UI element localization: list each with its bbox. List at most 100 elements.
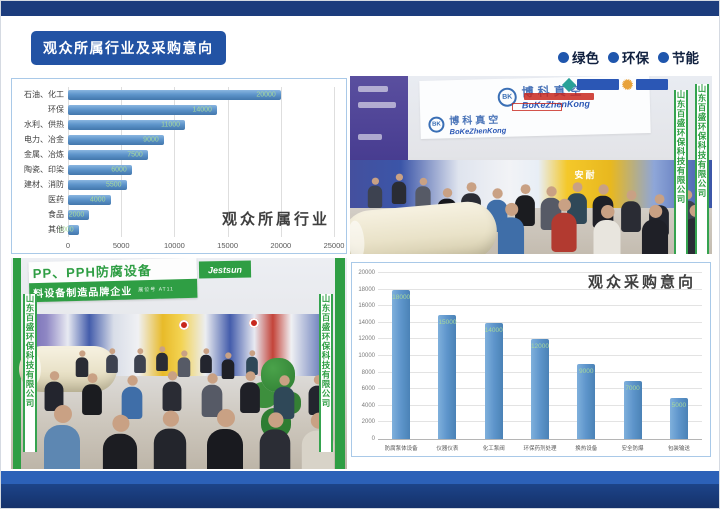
bullet-dot-icon: [658, 51, 669, 63]
category-label: 安全防爆: [621, 446, 644, 452]
data-label: 5000: [671, 401, 687, 409]
page-title: 观众所属行业及采购意向: [31, 31, 226, 65]
category-label: 化工泵阀: [482, 446, 505, 452]
brand-badge: [636, 79, 668, 90]
red-sign-outline: [512, 103, 562, 111]
data-label: 4000: [89, 196, 106, 203]
person-silhouette: [641, 204, 669, 254]
bar: 2000: [68, 209, 90, 220]
chart-title: 观众所属行业: [221, 211, 330, 228]
person-silhouette: [259, 412, 291, 469]
person-silhouette: [106, 348, 118, 373]
person-silhouette: [82, 373, 102, 415]
person-silhouette: [367, 177, 383, 208]
person-silhouette: [240, 371, 260, 413]
bar-row: 水利、供热 11000: [12, 119, 334, 130]
company-pillar: 山东百盛环保科技有限公司: [674, 90, 688, 254]
chart-gridlines: [68, 87, 335, 237]
axis-tick-label: 18000: [358, 286, 375, 293]
person-silhouette: [134, 348, 146, 373]
photo-exhibition-bottom-left: PP、PPH防腐设备 料设备制造品牌企业 展位号 AT11 Jestsun 山东…: [11, 258, 347, 469]
tagline-label: 环保: [622, 51, 649, 66]
person-silhouette: [102, 414, 138, 469]
company-pillar: 山东百盛环保科技有限公司: [319, 294, 333, 452]
chart-panel-industries: 石油、化工 20000 环保 14000 水利、供热 11000 电力、冶金 9…: [11, 78, 347, 254]
axis-tick-label: 0: [371, 436, 375, 442]
green-pillar: [335, 258, 345, 469]
tagline-item: 环保: [608, 47, 649, 67]
crowd-layer: [11, 258, 347, 469]
data-label: 1000: [58, 226, 74, 233]
person-silhouette: [415, 177, 431, 210]
person-silhouette: [391, 173, 407, 204]
chart-title: 观众采购意向: [587, 274, 696, 291]
category-label: 建材、消防: [24, 180, 64, 189]
person-silhouette: [201, 373, 223, 417]
axis-tick-label: 10000: [358, 353, 375, 359]
bar: 11000: [68, 119, 186, 130]
bar: 20000: [68, 89, 281, 100]
brand-badges: [561, 77, 668, 92]
person-silhouette: [551, 198, 577, 252]
data-label: 14000: [484, 326, 503, 334]
y-axis: 0 2000 4000 6000 8000 10000 12000 14000 16000 180…: [358, 270, 702, 442]
person-silhouette: [221, 352, 235, 379]
red-logo-icon: [179, 320, 189, 330]
bar: 9000: [577, 364, 596, 439]
bullet-dot-icon: [608, 51, 619, 63]
person-silhouette: [177, 350, 191, 377]
footer-light-strip: [1, 471, 719, 484]
bar: 18000: [392, 289, 411, 439]
category-label: 其他: [48, 225, 64, 234]
person-silhouette: [44, 405, 80, 469]
person-silhouette: [246, 350, 258, 375]
data-label: 18000: [392, 293, 411, 301]
bar: 7500: [68, 149, 148, 160]
axis-tick-label: 2000: [361, 419, 375, 426]
tagline-item: 绿色: [558, 47, 599, 67]
company-name-vertical: 山东百盛环保科技有限公司: [676, 90, 686, 204]
company-name-vertical: 山东百盛环保科技有限公司: [321, 294, 331, 408]
data-label: 15000: [438, 318, 457, 326]
data-label: 20000: [256, 91, 276, 98]
photo-exhibition-top-right: BK 博科真空 BoKeZhenKong BK 博科真空 BoKeZhenKon…: [350, 76, 712, 254]
footer-navy-strip: [1, 484, 719, 508]
tagline: 绿色 环保 节能: [558, 47, 699, 67]
person-silhouette: [121, 375, 143, 419]
bar-row: 石油、化工 20000: [12, 89, 334, 100]
company-pillar: 山东百盛环保科技有限公司: [695, 84, 709, 254]
person-silhouette: [162, 371, 182, 411]
axis-tick-label: 12000: [358, 336, 375, 343]
bar: 7000: [623, 380, 642, 439]
axis-tick-label: 20000: [358, 270, 375, 276]
company-name-vertical: 山东百盛环保科技有限公司: [25, 294, 35, 408]
person-silhouette: [621, 190, 641, 232]
industries-bar-chart: 石油、化工 20000 环保 14000 水利、供热 11000 电力、冶金 9…: [12, 79, 346, 253]
category-label: 电力、冶金: [24, 135, 64, 144]
axis-tick-label: 25000: [323, 241, 345, 250]
data-label: 11000: [161, 121, 181, 128]
tagline-label: 节能: [672, 51, 699, 66]
gear-logo-icon: [622, 79, 633, 90]
category-label: 环保: [48, 105, 64, 114]
bar: 1000: [58, 224, 79, 235]
category-label: 石油、化工: [24, 90, 64, 99]
purple-booth-banner: [350, 76, 408, 162]
bar-row: 其他 1000: [12, 224, 334, 235]
category-label: 仪器仪表: [436, 446, 459, 452]
category-label: 环保药剂处理: [523, 446, 557, 452]
data-label: 12000: [530, 343, 550, 351]
data-label: 7500: [127, 151, 143, 158]
person-silhouette: [156, 346, 168, 371]
bar: 9000: [68, 134, 164, 145]
axis-tick-label: 6000: [361, 386, 375, 393]
axis-tick-label: 8000: [361, 369, 375, 376]
person-silhouette: [153, 410, 187, 469]
person-silhouette: [273, 375, 295, 419]
axis-tick-label: 15000: [217, 241, 239, 250]
category-label: 水利、供热: [24, 120, 64, 129]
person-silhouette: [200, 348, 212, 373]
person-silhouette: [75, 350, 89, 377]
bar-row: 陶瓷、印染 6000: [12, 164, 334, 175]
